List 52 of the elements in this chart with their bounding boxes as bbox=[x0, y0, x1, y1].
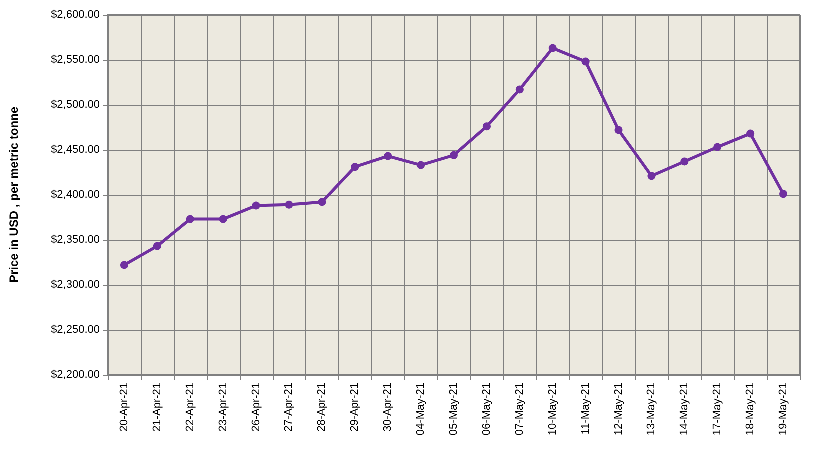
x-tick-label: 12-May-21 bbox=[612, 383, 625, 436]
y-tick-label: $2,300.00 bbox=[51, 279, 100, 291]
x-tick-label: 04-May-21 bbox=[415, 383, 428, 436]
point bbox=[219, 215, 228, 224]
y-tick-label: $2,200.00 bbox=[51, 369, 100, 381]
x-tick-label: 13-May-21 bbox=[646, 383, 658, 436]
x-tick-label: 29-Apr-21 bbox=[349, 383, 362, 432]
point bbox=[582, 58, 590, 66]
y-tick-label: $2,600.00 bbox=[51, 9, 100, 21]
point bbox=[153, 242, 162, 250]
x-tick-label: 07-May-21 bbox=[514, 383, 526, 436]
point bbox=[120, 261, 128, 270]
point bbox=[680, 158, 689, 166]
point bbox=[417, 161, 426, 170]
y-axis-title: Price in USD , per metric tonne bbox=[7, 106, 21, 284]
point bbox=[548, 44, 557, 52]
x-tick-label: 20-Apr-21 bbox=[118, 383, 130, 432]
x-tick-label: 30-Apr-21 bbox=[382, 383, 394, 432]
x-tick-label: 06-May-21 bbox=[480, 383, 493, 436]
y-tick-label: $2,450.00 bbox=[51, 144, 100, 156]
x-tick-label: 26-Apr-21 bbox=[250, 383, 262, 432]
point bbox=[351, 163, 360, 172]
y-tick-label: $2,500.00 bbox=[51, 99, 100, 111]
x-tick-label: 11-May-21 bbox=[580, 383, 592, 435]
point bbox=[450, 151, 458, 160]
x-tick-label: 14-May-21 bbox=[678, 383, 691, 436]
point bbox=[746, 130, 755, 138]
point bbox=[516, 86, 524, 94]
x-tick-label: 27-Apr-21 bbox=[283, 383, 296, 432]
y-tick-label: $2,350.00 bbox=[51, 234, 100, 246]
point bbox=[714, 143, 722, 152]
point bbox=[482, 122, 491, 131]
x-tick-label: 05-May-21 bbox=[448, 383, 460, 436]
x-tick-label: 28-Apr-21 bbox=[316, 383, 328, 432]
y-tick-label: $2,250.00 bbox=[51, 324, 100, 336]
x-tick-label: 18-May-21 bbox=[744, 383, 757, 436]
point bbox=[186, 215, 194, 224]
point bbox=[648, 172, 656, 180]
y-tick-label: $2,550.00 bbox=[51, 54, 100, 66]
point bbox=[318, 198, 326, 206]
x-tick-label: 17-May-21 bbox=[712, 383, 724, 436]
x-tick-label: 10-May-21 bbox=[546, 383, 559, 436]
point bbox=[384, 152, 392, 160]
x-tick-label: 22-Apr-21 bbox=[184, 383, 196, 432]
y-tick-label: $2,400.00 bbox=[51, 189, 100, 201]
point bbox=[780, 190, 788, 198]
x-tick-label: 23-Apr-21 bbox=[217, 383, 230, 432]
point bbox=[285, 200, 294, 209]
point bbox=[614, 126, 623, 134]
point bbox=[252, 202, 260, 210]
x-tick-label: 21-Apr-21 bbox=[151, 383, 164, 432]
x-tick-label: 19-May-21 bbox=[778, 383, 790, 436]
